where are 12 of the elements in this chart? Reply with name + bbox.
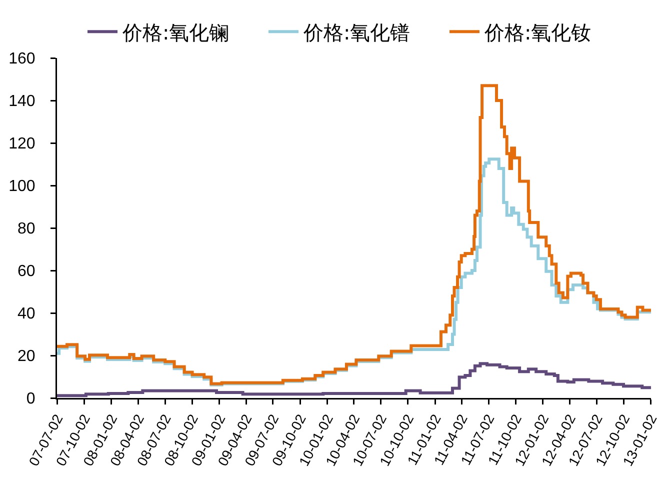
y-tick-label: 160 [8, 50, 36, 68]
legend-label: 价格:氧化镧 [122, 20, 230, 44]
y-tick-label: 120 [8, 136, 36, 153]
y-tick-label: 60 [18, 263, 36, 280]
y-tick-label: 80 [18, 220, 36, 238]
y-tick-label: 140 [8, 93, 36, 110]
y-tick-label: 0 [26, 390, 36, 408]
legend-label: 价格:氧化镨 [302, 20, 410, 44]
legend-label: 价格:氧化钕 [484, 20, 592, 44]
y-tick-label: 20 [18, 348, 36, 366]
y-tick-label: 40 [18, 306, 36, 323]
y-tick-label: 100 [8, 178, 36, 196]
